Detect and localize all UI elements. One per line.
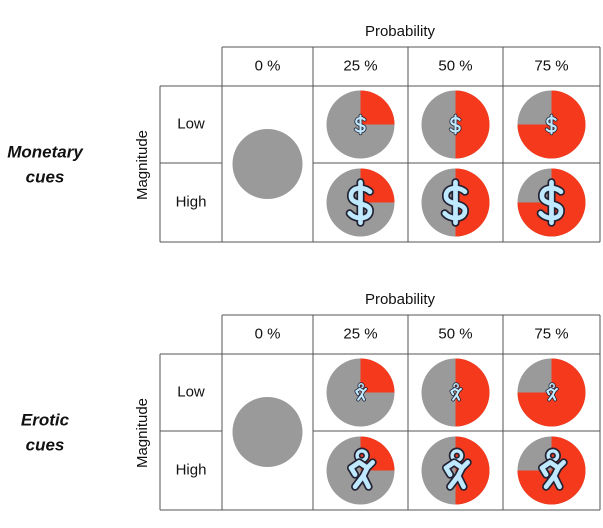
icon-fill bbox=[355, 387, 367, 401]
pie-wedge bbox=[455, 90, 490, 159]
dollar-icon bbox=[536, 178, 566, 227]
icon-fill bbox=[348, 460, 376, 490]
empty-cue bbox=[232, 129, 303, 199]
column-label: 75 % bbox=[534, 325, 568, 342]
dollar-icon bbox=[353, 113, 367, 136]
icon-fill bbox=[443, 460, 471, 490]
icon-fill bbox=[354, 114, 366, 135]
row-label: High bbox=[176, 461, 207, 478]
row-label: High bbox=[176, 193, 207, 210]
pie-wedge bbox=[360, 358, 395, 393]
icon-fill bbox=[442, 179, 468, 226]
pie-wedge bbox=[517, 436, 586, 505]
column-label: 0 % bbox=[255, 325, 281, 342]
dollar-icon bbox=[544, 113, 558, 136]
dollar-icon bbox=[448, 113, 462, 136]
icon-fill bbox=[347, 179, 373, 226]
empty-cue bbox=[232, 397, 303, 467]
figure-icon bbox=[346, 447, 377, 491]
row-label: Low bbox=[177, 383, 205, 400]
icon-fill bbox=[450, 387, 462, 401]
dollar-icon bbox=[345, 178, 375, 227]
pie-wedge bbox=[455, 358, 490, 427]
icon-fill bbox=[449, 114, 461, 135]
pie-wedge bbox=[517, 358, 586, 427]
column-label: 75 % bbox=[534, 57, 568, 74]
row-title: Magnitude bbox=[134, 130, 151, 200]
dollar-icon bbox=[440, 178, 470, 227]
figure-icon bbox=[441, 447, 472, 491]
row-title: Magnitude bbox=[134, 398, 151, 468]
column-label: 50 % bbox=[438, 57, 472, 74]
cue-label: Monetary bbox=[7, 142, 84, 161]
figure-icon bbox=[537, 447, 568, 491]
icon-fill bbox=[538, 179, 564, 226]
column-label: 50 % bbox=[438, 325, 472, 342]
cue-label: cues bbox=[26, 167, 65, 186]
column-label: 25 % bbox=[343, 57, 377, 74]
column-title: Probability bbox=[365, 23, 436, 40]
pie-wedge bbox=[360, 90, 395, 125]
column-title: Probability bbox=[365, 291, 436, 308]
cue-label: cues bbox=[26, 435, 65, 454]
figure-icon bbox=[449, 382, 463, 402]
cue-label: Erotic bbox=[21, 410, 70, 429]
icon-fill bbox=[545, 114, 557, 135]
column-label: 25 % bbox=[343, 325, 377, 342]
row-label: Low bbox=[177, 115, 205, 132]
column-label: 0 % bbox=[255, 57, 281, 74]
icon-fill bbox=[539, 460, 567, 490]
figure-icon bbox=[354, 382, 368, 402]
icon-fill bbox=[546, 387, 558, 401]
figure-icon bbox=[545, 382, 559, 402]
